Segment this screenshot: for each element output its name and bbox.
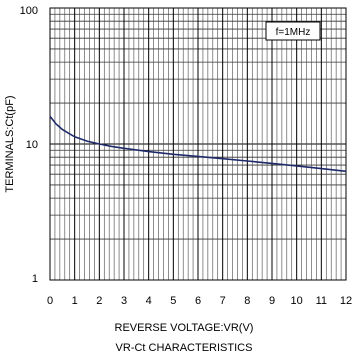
x-axis-title: REVERSE VOLTAGE:VR(V) [115, 322, 254, 334]
y-tick-label: 10 [26, 139, 38, 151]
x-tick-label: 10 [291, 295, 303, 307]
x-tick-labels: 0 1 2 3 4 5 6 7 8 9 10 11 12 [47, 295, 352, 307]
series-layer [49, 115, 347, 173]
x-tick-label: 6 [195, 295, 201, 307]
x-tick-label: 4 [146, 295, 152, 307]
x-tick-label: 12 [340, 295, 352, 307]
grid [49, 7, 347, 281]
series-line [49, 115, 347, 173]
y-tick-label: 100 [20, 5, 38, 17]
x-tick-label: 9 [269, 295, 275, 307]
x-tick-label: 1 [72, 295, 78, 307]
x-tick-label: 5 [170, 295, 176, 307]
annotation-box: f=1MHz [265, 21, 321, 41]
x-tick-label: 2 [96, 295, 102, 307]
chart-title: VR-Ct CHARACTERISTICS [116, 342, 253, 354]
x-tick-label: 7 [220, 295, 226, 307]
plot-frame [49, 7, 347, 281]
y-tick-label: 1 [32, 273, 38, 285]
x-tick-label: 11 [316, 295, 327, 307]
x-tick-label: 8 [244, 295, 250, 307]
annotation-text: f=1MHz [276, 27, 311, 38]
annotation-frame [265, 21, 321, 41]
y-tick-labels: 1 10 100 [20, 5, 38, 285]
x-tick-label: 3 [121, 295, 127, 307]
y-axis-title: TERMINALS:Ct(pF) [4, 95, 16, 192]
x-tick-label: 0 [47, 295, 53, 307]
